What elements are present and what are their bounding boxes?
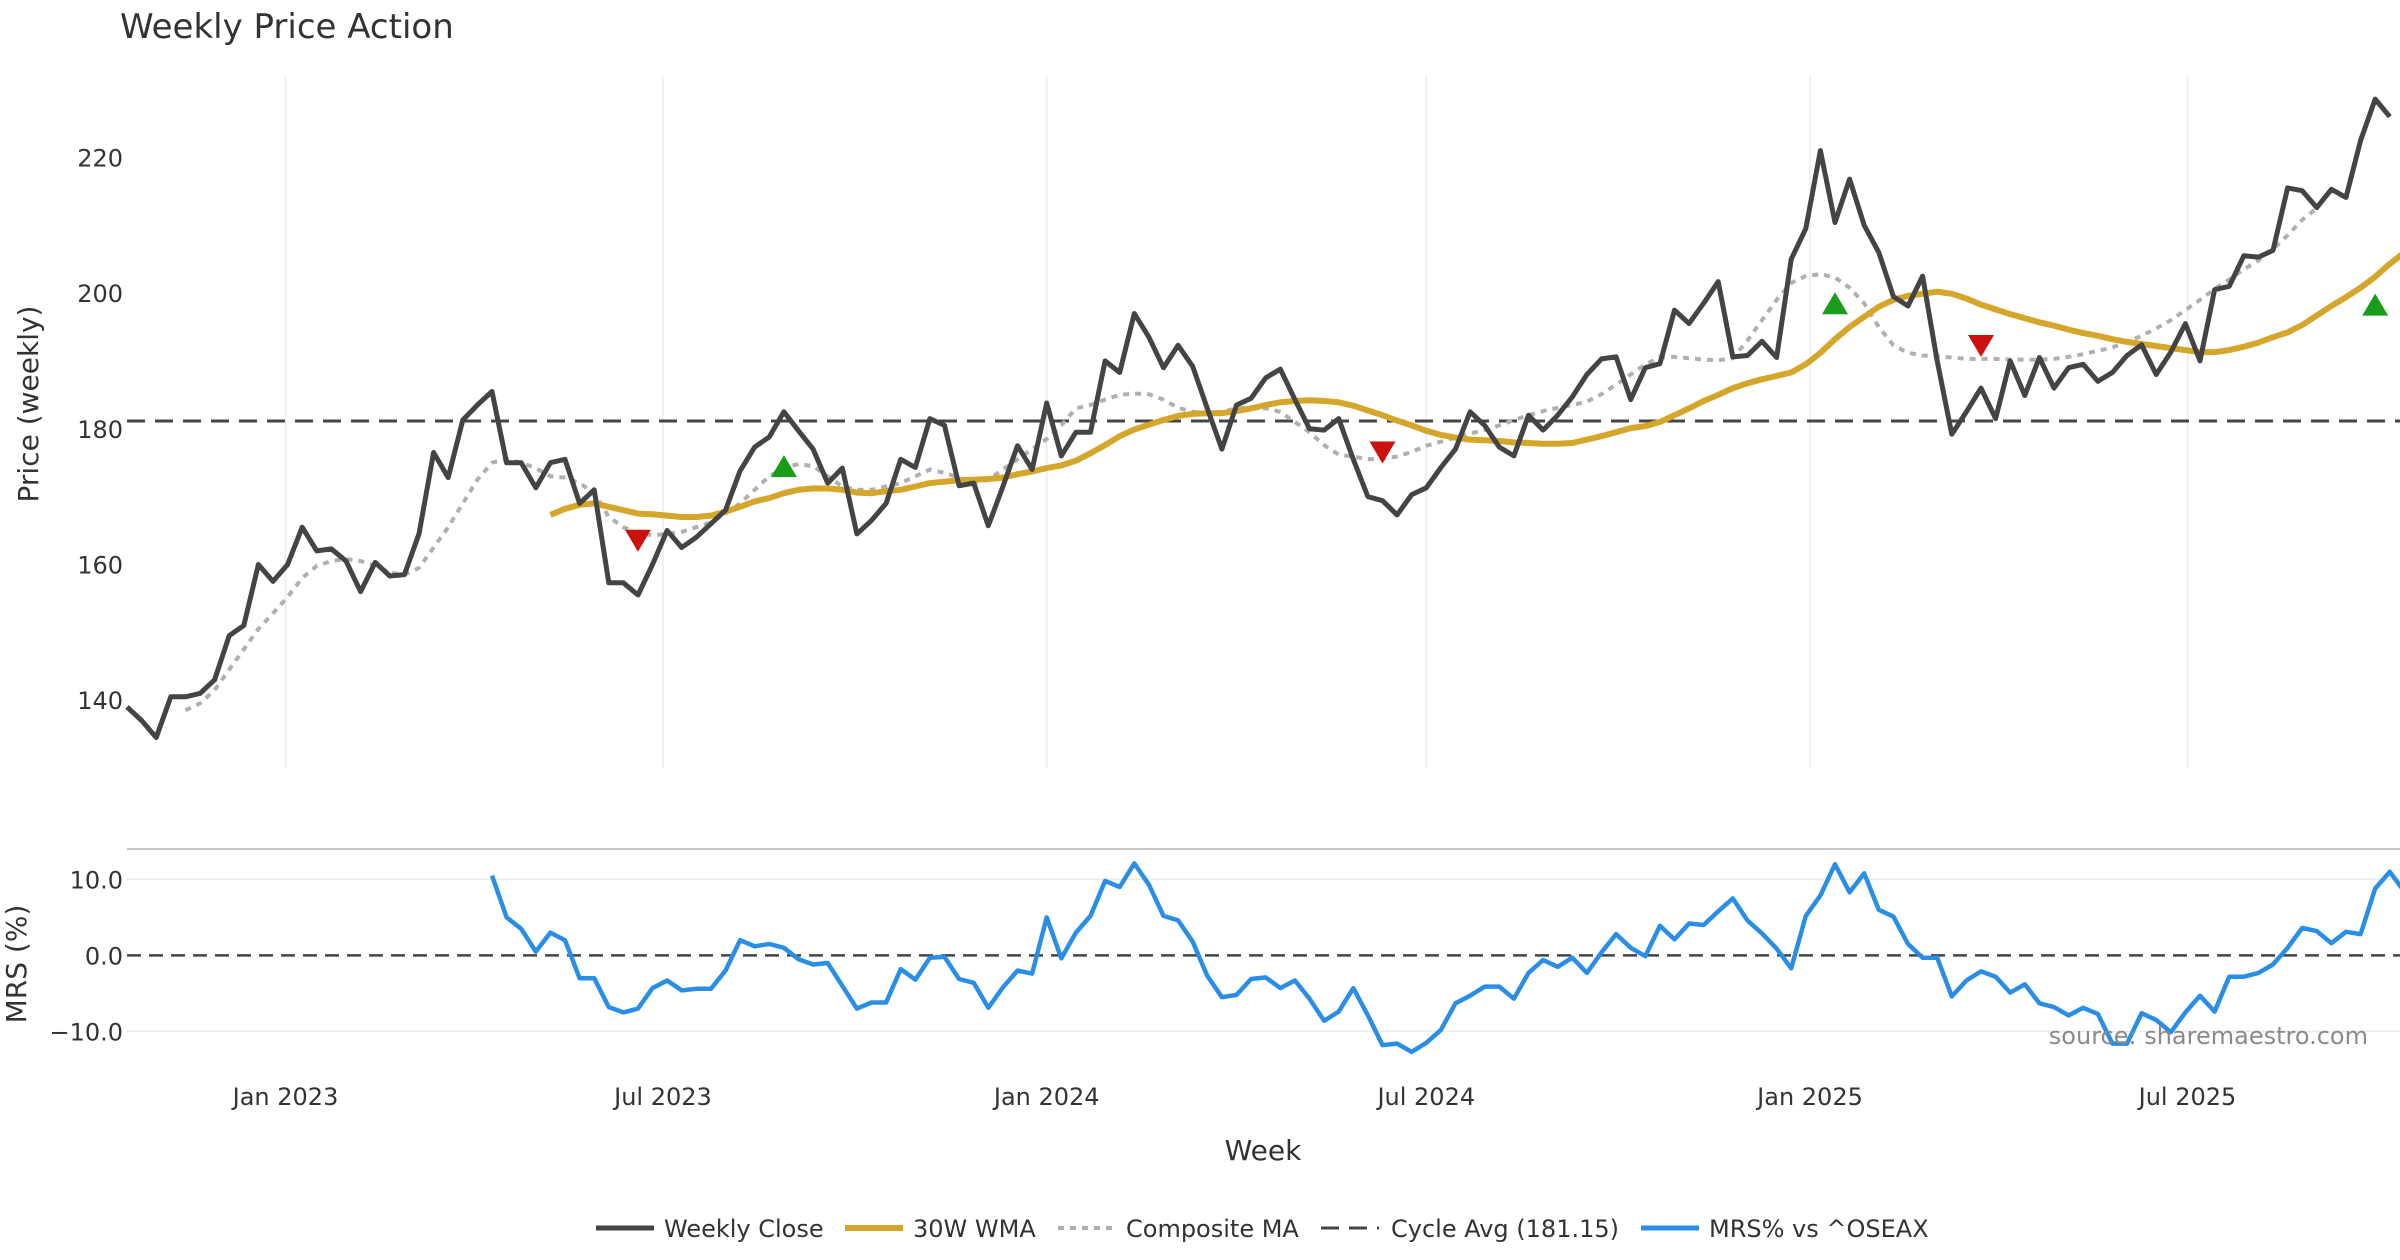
buy-signal-marker [770, 455, 797, 478]
x-tick-label: Jul 2023 [612, 1083, 712, 1111]
legend-label-mrs: MRS% vs ^OSEAX [1709, 1215, 1929, 1243]
price-y-tick-label: 180 [77, 416, 123, 444]
x-axis-label: Week [1225, 1134, 1302, 1167]
legend-label-wma: 30W WMA [913, 1215, 1036, 1243]
signal-markers [624, 292, 2389, 552]
x-tick-label: Jan 2025 [1755, 1083, 1863, 1111]
mrs-grid [127, 878, 2400, 1033]
x-tick-label: Jan 2023 [231, 1083, 339, 1111]
sell-signal-marker [624, 529, 651, 552]
price-y-tick-label: 220 [77, 144, 123, 172]
mrs-y-tick-label: 10.0 [70, 866, 123, 894]
legend-label-cycle: Cycle Avg (181.15) [1391, 1215, 1619, 1243]
mrs-y-axis-label: MRS (%) [0, 905, 33, 1024]
mrs-y-ticks: 10.0 0.0 −10.0 [49, 866, 123, 1046]
buy-signal-marker [1822, 292, 1849, 315]
legend-label-weekly-close: Weekly Close [664, 1215, 824, 1243]
legend-label-composite: Composite MA [1126, 1215, 1299, 1243]
x-tick-label: Jan 2024 [992, 1083, 1100, 1111]
weekly-close-line [125, 96, 2392, 740]
sell-signal-marker [1968, 335, 1995, 358]
buy-signal-marker [2362, 293, 2389, 316]
price-y-tick-label: 160 [77, 551, 123, 579]
x-tick-label: Jul 2025 [2137, 1083, 2237, 1111]
x-tick-label: Jul 2024 [1375, 1083, 1475, 1111]
source-note: source: sharemaestro.com [2049, 1022, 2368, 1050]
mrs-y-tick-label: −10.0 [49, 1018, 123, 1046]
price-y-ticks: 140 160 180 200 220 [77, 144, 123, 715]
price-y-axis-label: Price (weekly) [12, 306, 45, 503]
sell-signal-marker [1369, 441, 1396, 464]
wma-30w-line [549, 252, 2400, 520]
price-y-tick-label: 200 [77, 280, 123, 308]
x-ticks: Jan 2023 Jul 2023 Jan 2024 Jul 2024 Jan 2025… [231, 1083, 2237, 1111]
price-y-tick-label: 140 [77, 687, 123, 715]
mrs-y-tick-label: 0.0 [85, 942, 123, 970]
mrs-line [489, 861, 2400, 1055]
legend: Weekly Close 30W WMA Composite MA Cycle … [596, 1215, 1929, 1243]
chart-title: Weekly Price Action [120, 7, 454, 47]
